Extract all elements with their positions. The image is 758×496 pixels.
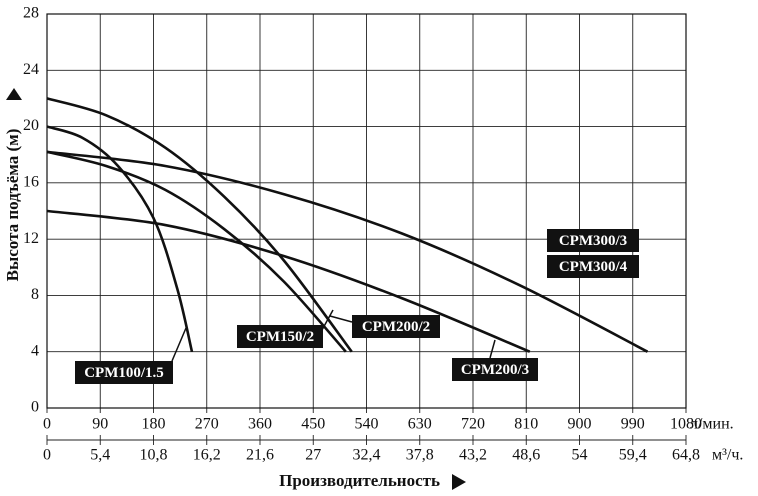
- x-tick-label: 0: [43, 416, 51, 433]
- series-label: CPM100/1.5: [84, 365, 164, 381]
- x2-tick-label: 48,6: [512, 447, 540, 464]
- x-tick-label: 540: [355, 416, 379, 433]
- series-label: CPM200/2: [362, 319, 430, 335]
- y-tick-label: 24: [23, 61, 39, 78]
- x2-tick-label: 10,8: [140, 447, 168, 464]
- series-label: CPM300/3: [559, 233, 627, 249]
- curve: [46, 125, 194, 353]
- y-tick-label: 20: [23, 117, 39, 134]
- x2-tick-label: 54: [572, 447, 588, 464]
- y-arrow: [6, 88, 22, 100]
- x-tick-label: 990: [621, 416, 645, 433]
- x-tick-label: 360: [248, 416, 272, 433]
- x2-tick-label: 0: [43, 447, 51, 464]
- x-tick-label: 450: [301, 416, 325, 433]
- x-tick-label: 180: [142, 416, 166, 433]
- y-tick-label: 12: [23, 230, 39, 247]
- x-arrow: [452, 474, 466, 490]
- series-label: CPM200/3: [461, 362, 529, 378]
- label-leader: [329, 315, 353, 323]
- x-tick-label: 270: [195, 416, 219, 433]
- y-tick-label: 8: [31, 286, 39, 303]
- y-tick-label: 28: [23, 5, 39, 22]
- curve: [46, 209, 531, 353]
- series-label: CPM300/4: [559, 259, 628, 275]
- x-tick-label: 720: [461, 416, 485, 433]
- label-box: [547, 229, 639, 252]
- x2-tick-label: 27: [305, 447, 321, 464]
- label-box: [547, 255, 639, 278]
- x2-tick-label: 21,6: [246, 447, 274, 464]
- curve: [46, 97, 353, 353]
- label-box: [352, 315, 440, 338]
- curve: [46, 150, 649, 353]
- x-tick-label: 630: [408, 416, 432, 433]
- label-leader: [171, 327, 187, 362]
- label-box: [75, 361, 173, 384]
- x2-tick-label: 43,2: [459, 447, 487, 464]
- x2-unit: м³/ч.: [712, 447, 743, 464]
- label-leader: [489, 339, 496, 359]
- x2-tick-label: 16,2: [193, 447, 221, 464]
- x2-tick-label: 64,8: [672, 447, 700, 464]
- x-tick-label: 900: [568, 416, 592, 433]
- x-unit: л/мин.: [690, 416, 734, 433]
- label-box: [237, 325, 323, 348]
- x-tick-label: 1080: [670, 416, 702, 433]
- label-leader: [321, 309, 334, 331]
- x2-tick-label: 37,8: [406, 447, 434, 464]
- label-box: [452, 358, 538, 381]
- y-tick-label: 0: [31, 399, 39, 416]
- x-axis-label: Производительность: [279, 471, 440, 490]
- x2-tick-label: 5,4: [90, 447, 110, 464]
- x-tick-label: 810: [514, 416, 538, 433]
- y-tick-label: 16: [23, 174, 39, 191]
- y-axis-label: Высота подъёма (м): [3, 129, 22, 282]
- x-tick-label: 90: [92, 416, 108, 433]
- x2-tick-label: 32,4: [353, 447, 381, 464]
- series-label: CPM150/2: [246, 329, 314, 345]
- y-tick-label: 4: [31, 342, 39, 359]
- curve: [46, 150, 347, 353]
- x2-tick-label: 59,4: [619, 447, 647, 464]
